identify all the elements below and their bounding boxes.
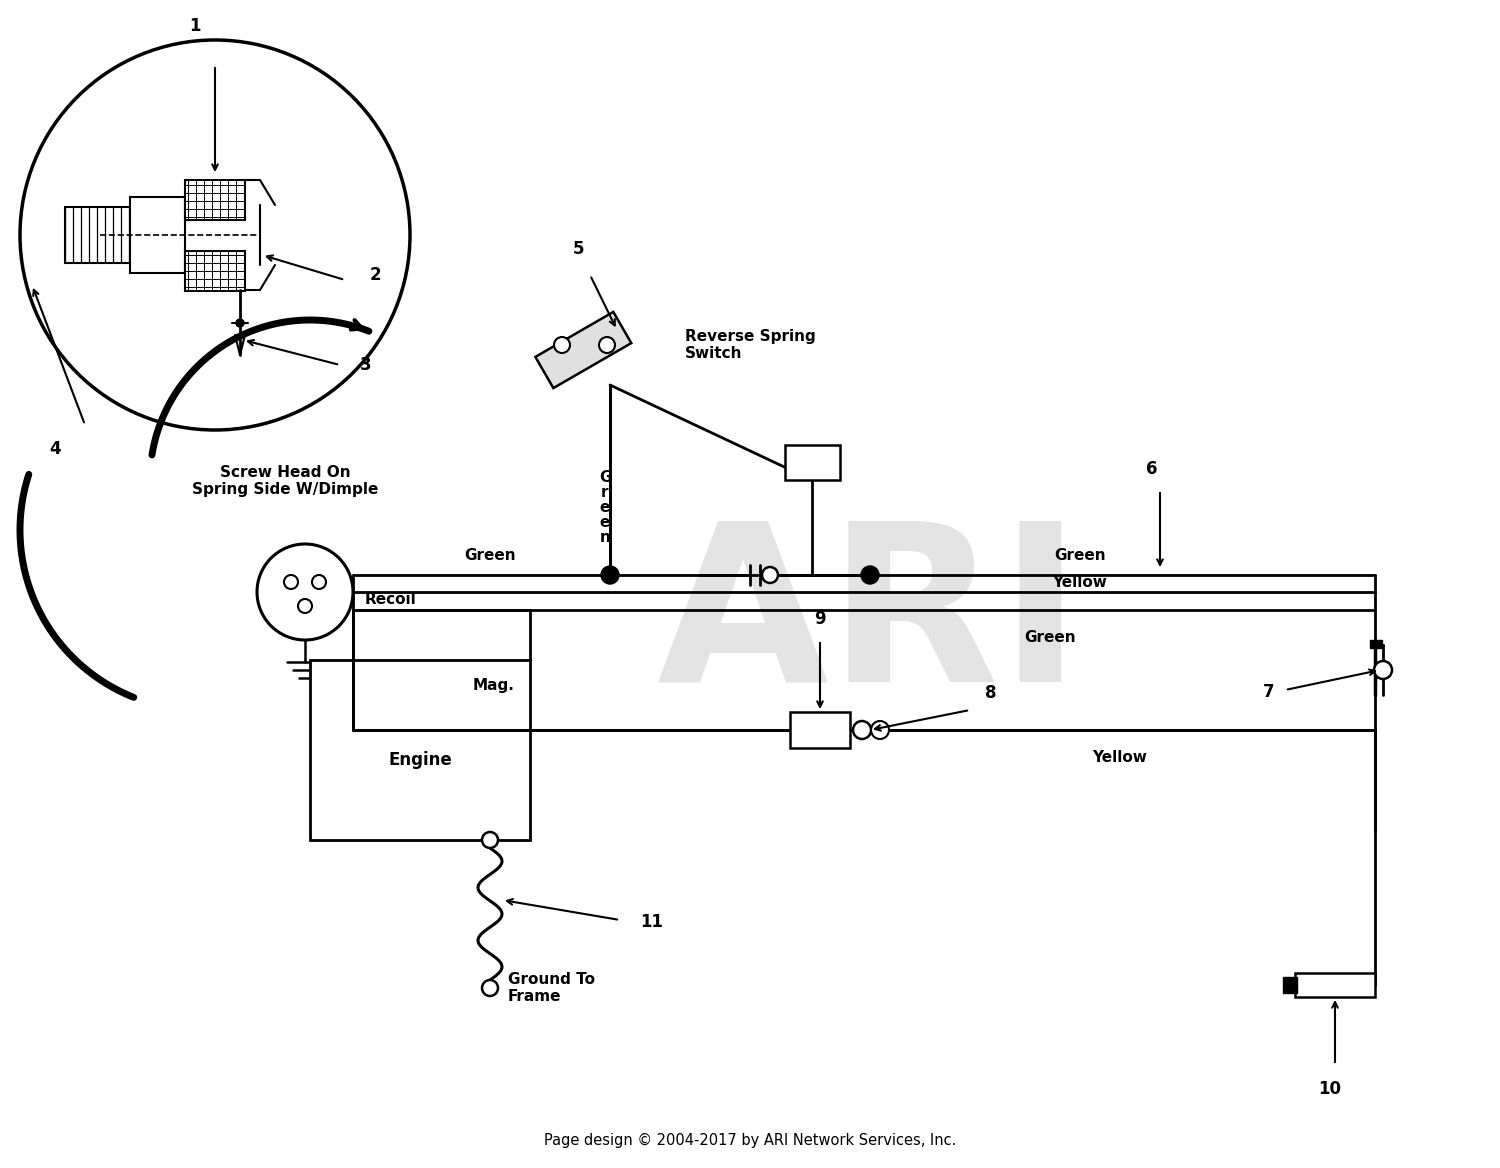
Circle shape [482,832,498,848]
Text: Screw Head On
Spring Side W/Dimple: Screw Head On Spring Side W/Dimple [192,465,378,498]
Circle shape [861,566,879,584]
Bar [1370,640,1382,648]
Circle shape [602,566,619,584]
Circle shape [853,721,871,739]
Text: 3: 3 [360,356,372,374]
Text: 10: 10 [1318,1080,1341,1098]
Circle shape [1374,661,1392,679]
Text: 11: 11 [640,913,663,931]
Text: 2: 2 [370,266,381,284]
Bar [184,180,244,220]
Text: 6: 6 [1146,460,1158,478]
Text: Yellow: Yellow [1092,750,1148,765]
Circle shape [871,721,889,739]
Bar [1294,973,1376,997]
Text: 9: 9 [815,610,827,628]
Text: Engine: Engine [388,751,452,769]
Circle shape [298,599,312,613]
Text: 5: 5 [573,239,584,258]
Circle shape [598,338,615,353]
Text: 1: 1 [189,18,201,35]
Text: Yellow: Yellow [1053,575,1107,590]
Text: G
r
e
e
n: G r e e n [598,470,612,545]
Circle shape [284,575,298,589]
Bar [790,712,850,748]
Text: Mag.: Mag. [472,677,514,693]
Circle shape [20,40,410,430]
Text: Green: Green [1024,630,1075,645]
Circle shape [482,980,498,996]
Text: Green: Green [464,548,516,563]
Text: Reverse Spring
Switch: Reverse Spring Switch [686,329,816,361]
Bar [310,660,530,840]
Text: ARI: ARI [657,513,1083,726]
Bar [1282,976,1298,993]
Bar [536,312,632,388]
Text: 7: 7 [1263,683,1275,701]
Text: Ground To
Frame: Ground To Frame [509,972,596,1004]
Bar [130,197,184,273]
Text: Recoil: Recoil [364,592,417,607]
Circle shape [256,544,352,640]
Circle shape [554,338,570,353]
Text: 8: 8 [986,684,996,702]
Circle shape [762,566,778,583]
Circle shape [236,319,244,327]
Circle shape [312,575,326,589]
Bar [184,251,244,291]
Text: 4: 4 [50,440,62,458]
Text: Page design © 2004-2017 by ARI Network Services, Inc.: Page design © 2004-2017 by ARI Network S… [544,1133,956,1147]
Bar [784,445,840,480]
Text: Green: Green [1054,548,1106,563]
